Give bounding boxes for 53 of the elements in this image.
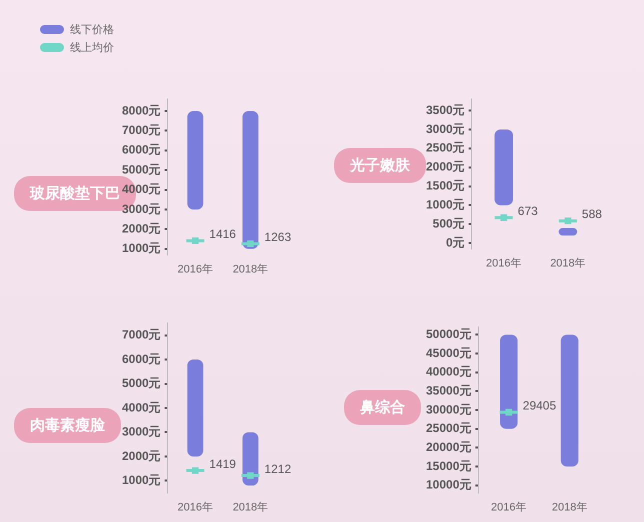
text: 肉毒素瘦脸 <box>14 408 121 443</box>
y-tick-label: 25000元 <box>426 421 472 436</box>
y-tick-label: 1000元 <box>122 241 161 256</box>
y-tick-label: 3000元 <box>122 424 161 439</box>
data-label: 673 <box>518 204 538 218</box>
y-tick-label: 4000元 <box>122 400 161 414</box>
y-tick-label: 7000元 <box>122 328 161 342</box>
y-tick-label: 1000元 <box>426 198 465 212</box>
y-tick-label: 3000元 <box>122 202 161 216</box>
y-tick-label: 2000元 <box>122 222 161 236</box>
y-tick-label: 40000元 <box>426 364 472 379</box>
data-label: 1419 <box>209 456 236 471</box>
y-tick-label: 2000元 <box>426 160 465 174</box>
x-tick-label: 2018年 <box>550 257 586 270</box>
y-tick-label: 8000元 <box>122 103 161 118</box>
y-tick-label: 3500元 <box>426 102 465 117</box>
y-tick-label: 45000元 <box>426 346 472 360</box>
y-tick-label: 0元 <box>446 235 465 250</box>
y-tick-label: 3000元 <box>426 122 465 136</box>
x-tick-label: 2016年 <box>486 257 522 270</box>
y-tick-label: 5000元 <box>122 162 161 176</box>
y-tick-label: 6000元 <box>122 142 161 157</box>
y-tick-label: 15000元 <box>426 458 472 473</box>
y-tick-label: 4000元 <box>122 182 161 196</box>
x-tick-label: 2018年 <box>232 501 268 514</box>
y-tick-label: 7000元 <box>122 123 161 138</box>
x-tick-label: 2016年 <box>491 501 527 514</box>
legend-label: 线上均价 <box>70 40 114 54</box>
data-label: 1416 <box>209 227 236 242</box>
y-tick-label: 6000元 <box>122 352 161 366</box>
y-tick-label: 2500元 <box>426 140 465 155</box>
data-label: 588 <box>582 207 602 222</box>
y-tick-label: 50000元 <box>426 327 472 342</box>
x-tick-label: 2016年 <box>178 501 214 514</box>
y-tick-label: 35000元 <box>426 383 472 398</box>
x-tick-label: 2016年 <box>178 263 214 276</box>
data-label: 29405 <box>522 398 556 413</box>
y-tick-label: 1500元 <box>426 178 465 193</box>
data-label: 1263 <box>264 230 292 244</box>
y-tick-label: 30000元 <box>426 402 472 416</box>
text: 光子嫩肤 <box>334 148 426 183</box>
text: 玻尿酸垫下巴 <box>30 185 120 202</box>
y-tick-label: 2000元 <box>122 448 161 463</box>
data-label: 1212 <box>264 462 292 476</box>
y-tick-label: 500元 <box>432 216 465 230</box>
text: 鼻综合 <box>344 390 421 425</box>
x-tick-label: 2018年 <box>552 501 588 514</box>
x-tick-label: 2018年 <box>232 263 268 276</box>
y-tick-label: 1000元 <box>122 473 161 487</box>
legend-label: 线下价格 <box>70 22 114 36</box>
y-tick-label: 10000元 <box>426 478 472 492</box>
y-tick-label: 20000元 <box>426 440 472 454</box>
y-tick-label: 5000元 <box>122 376 161 390</box>
